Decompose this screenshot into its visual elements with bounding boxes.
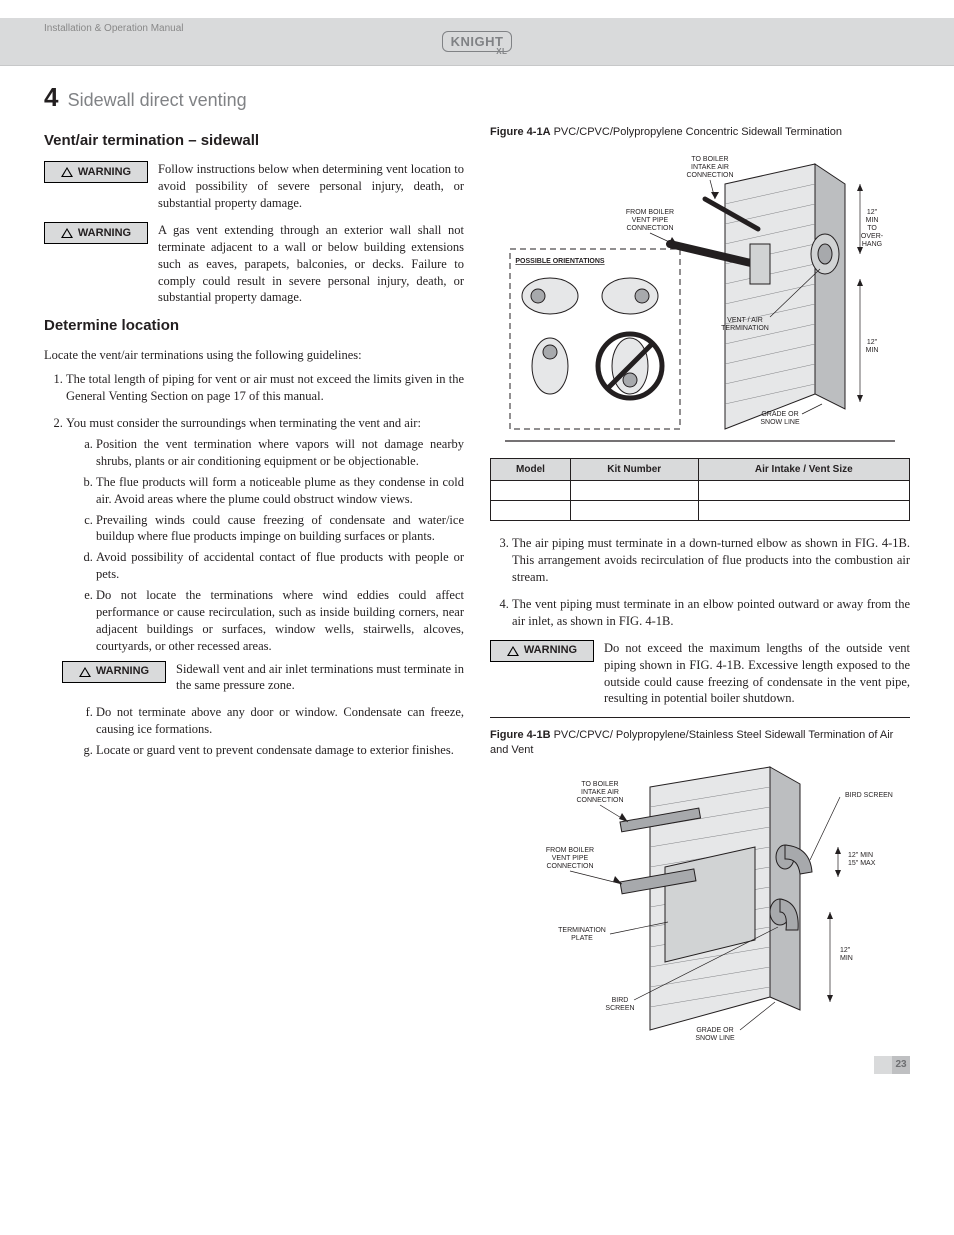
guideline-intro: Locate the vent/air terminations using t… (44, 347, 464, 364)
label-min: 12"MIN (840, 947, 853, 962)
table-cell (491, 481, 571, 501)
warning-callout-4: WARNING Do not exceed the maximum length… (490, 640, 910, 708)
warning-callout-1: WARNING Follow instructions below when d… (44, 161, 464, 212)
inset-title: POSSIBLE ORIENTATIONS (515, 258, 605, 265)
figure-4-1B-caption: Figure 4-1B PVC/CPVC/ Polypropylene/Stai… (490, 728, 910, 758)
divider (490, 717, 910, 718)
sublist-item: The flue products will form a noticeable… (96, 474, 464, 508)
table-row (491, 481, 910, 501)
label-intake: TO BOILERINTAKE AIRCONNECTION (576, 781, 623, 804)
warning-tag: WARNING (44, 161, 148, 183)
page-footer: 23 (0, 1056, 954, 1080)
warning-text: Do not exceed the maximum lengths of the… (604, 640, 910, 708)
label-grade: GRADE ORSNOW LINE (760, 411, 800, 426)
sublist-item: Do not locate the terminations where win… (96, 587, 464, 655)
warning-triangle-icon (79, 667, 91, 677)
sublist-item: Avoid possibility of accidental contact … (96, 549, 464, 583)
warning-callout-3: WARNING Sidewall vent and air inlet term… (62, 661, 464, 695)
figure-4-1B: TO BOILERINTAKE AIRCONNECTION FROM BOILE… (490, 762, 910, 1042)
possible-orientations-inset: POSSIBLE ORIENTATIONS (510, 249, 680, 429)
warning-label: WARNING (96, 664, 149, 679)
label-birdscreen-r: BIRD SCREEN (845, 792, 893, 799)
guideline-sublist-cont: Do not terminate above any door or windo… (66, 704, 464, 759)
table-cell (698, 501, 909, 521)
guideline-list-right: The air piping must terminate in a down-… (490, 535, 910, 629)
table-header: Kit Number (570, 458, 698, 481)
warning-triangle-icon (507, 646, 519, 656)
kit-table: Model Kit Number Air Intake / Vent Size (490, 458, 910, 522)
sublist-item: Prevailing winds could cause freezing of… (96, 512, 464, 546)
label-max: 12" MIN15" MAX (848, 852, 876, 867)
figure-4-1A-svg: TO BOILERINTAKE AIRCONNECTION FROM BOILE… (490, 144, 910, 444)
guideline-sublist: Position the vent termination where vapo… (66, 436, 464, 655)
warning-tag: WARNING (62, 661, 166, 683)
table-cell (698, 481, 909, 501)
table-cell (491, 501, 571, 521)
warning-triangle-icon (61, 228, 73, 238)
sublist-item: Position the vent termination where vapo… (96, 436, 464, 470)
page-number-block: 23 (874, 1056, 910, 1074)
label-birdscreen-l: BIRDSCREEN (605, 997, 634, 1012)
warning-text: A gas vent extending through an exterior… (158, 222, 464, 306)
warning-label: WARNING (78, 226, 131, 241)
label-grade: GRADE ORSNOW LINE (695, 1027, 735, 1042)
label-vent: FROM BOILERVENT PIPECONNECTION (546, 847, 594, 870)
warning-label: WARNING (78, 165, 131, 180)
label-vent: FROM BOILERVENT PIPECONNECTION (626, 209, 674, 232)
warning-tag: WARNING (44, 222, 148, 244)
warning-callout-2: WARNING A gas vent extending through an … (44, 222, 464, 306)
wall-icon (670, 164, 845, 429)
figure-4-1A-caption: Figure 4-1A PVC/CPVC/Polypropylene Conce… (490, 125, 910, 140)
list-item: The vent piping must terminate in an elb… (512, 596, 910, 630)
label-plate: TERMINATIONPLATE (558, 927, 606, 942)
wall-icon (620, 767, 812, 1030)
list-item-text: You must consider the surroundings when … (66, 416, 421, 430)
page-number-decor (874, 1056, 892, 1074)
table-row (491, 501, 910, 521)
header-manual-label: Installation & Operation Manual (44, 22, 184, 36)
section-title: Sidewall direct venting (68, 90, 247, 110)
two-column-layout: Vent/air termination – sidewall WARNING … (44, 125, 910, 1056)
guideline-list: The total length of piping for vent or a… (44, 371, 464, 759)
figure-index: Figure 4-1B (490, 729, 551, 741)
left-column: Vent/air termination – sidewall WARNING … (44, 125, 464, 1056)
figure-label: PVC/CPVC/ Polypropylene/Stainless Steel … (490, 729, 893, 756)
sublist-item: Do not terminate above any door or windo… (96, 704, 464, 738)
figure-4-1B-svg: TO BOILERINTAKE AIRCONNECTION FROM BOILE… (490, 762, 910, 1042)
figure-4-1A: TO BOILERINTAKE AIRCONNECTION FROM BOILE… (490, 144, 910, 444)
list-item: The total length of piping for vent or a… (66, 371, 464, 405)
warning-text: Follow instructions below when determini… (158, 161, 464, 212)
sublist-item: Locate or guard vent to prevent condensa… (96, 742, 464, 759)
label-term: VENT / AIRTERMINATION (721, 317, 769, 332)
table-header: Air Intake / Vent Size (698, 458, 909, 481)
brand-logo: KNIGHT (442, 31, 513, 53)
table-cell (570, 501, 698, 521)
warning-text: Sidewall vent and air inlet terminations… (176, 661, 464, 695)
list-item: You must consider the surroundings when … (66, 415, 464, 759)
figure-label: PVC/CPVC/Polypropylene Concentric Sidewa… (554, 126, 842, 138)
label-min: 12"MIN (866, 339, 879, 354)
warning-tag: WARNING (490, 640, 594, 662)
page-number: 23 (892, 1056, 910, 1074)
label-intake: TO BOILERINTAKE AIRCONNECTION (686, 156, 733, 179)
section-number: 4 (44, 82, 58, 112)
table-header: Model (491, 458, 571, 481)
warning-label: WARNING (524, 643, 577, 658)
left-subheading: Vent/air termination – sidewall (44, 131, 464, 151)
section-heading: 4 Sidewall direct venting (44, 80, 910, 115)
determine-location-heading: Determine location (44, 316, 464, 336)
page-header-band: Installation & Operation Manual KNIGHT (0, 18, 954, 66)
warning-triangle-icon (61, 167, 73, 177)
list-item: The air piping must terminate in a down-… (512, 535, 910, 586)
right-column: Figure 4-1A PVC/CPVC/Polypropylene Conce… (490, 125, 910, 1056)
table-cell (570, 481, 698, 501)
figure-index: Figure 4-1A (490, 126, 551, 138)
label-overhang: 12"MINTOOVER-HANG (861, 209, 884, 248)
